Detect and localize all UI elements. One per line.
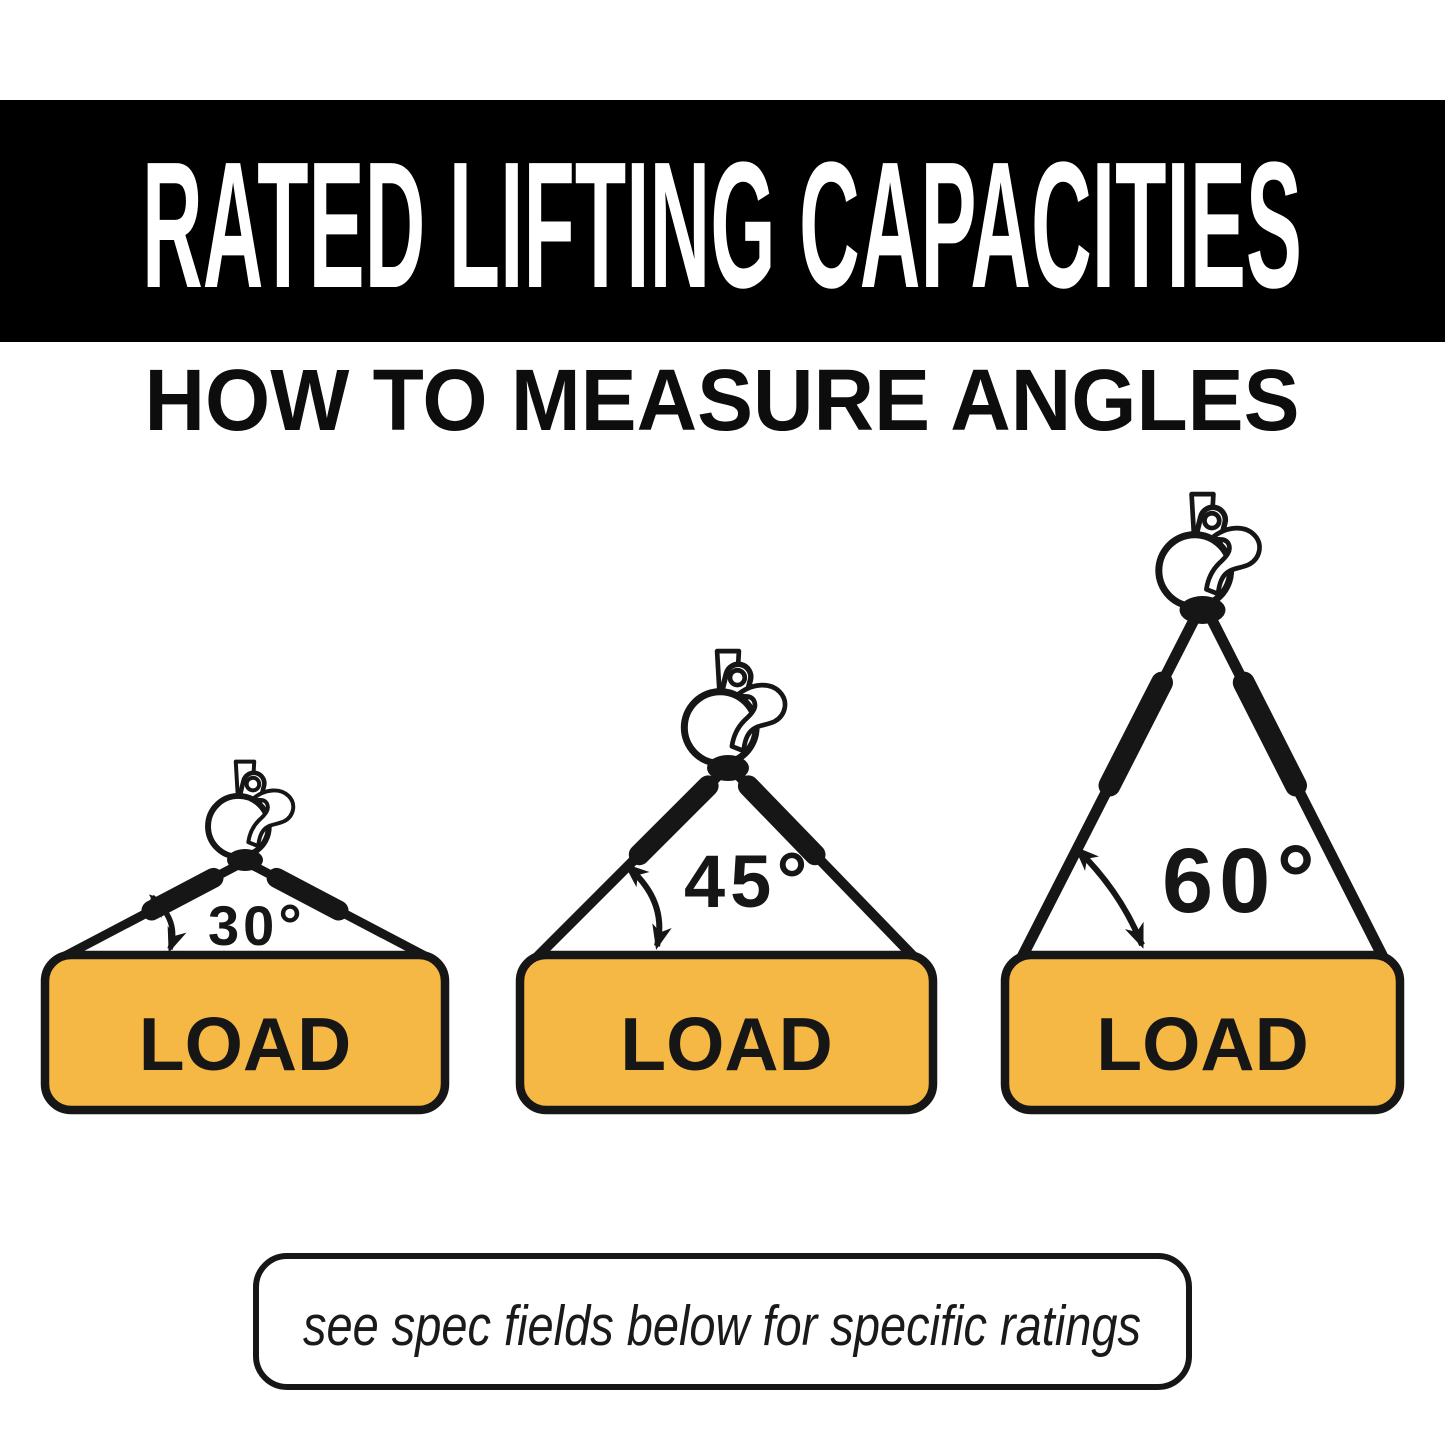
diagram-30deg: 30° LOAD <box>40 762 450 1115</box>
degree-symbol: ° <box>1276 826 1321 933</box>
load-label: LOAD <box>620 1002 832 1086</box>
angle-arc-arrow <box>623 863 672 950</box>
load-box <box>1000 950 1405 1115</box>
sling-splice-left <box>1098 671 1173 797</box>
diagram-45deg: 45° LOAD <box>515 651 938 1115</box>
banner: RATED LIFTING CAPACITIES <box>0 100 1445 342</box>
sling-eye <box>1179 596 1226 624</box>
degree-symbol: ° <box>278 893 306 958</box>
sling-splice-right <box>266 867 349 921</box>
angle-arc-arrow <box>148 894 187 953</box>
crane-hook-icon <box>1159 494 1260 606</box>
load-label: LOAD <box>1096 1002 1308 1086</box>
load-label: LOAD <box>139 1002 351 1086</box>
load-box <box>515 950 938 1115</box>
angle-label: 45° <box>684 838 812 924</box>
subtitle-wrap: HOW TO MEASURE ANGLES <box>0 348 1445 449</box>
sling-splice-right <box>1232 671 1307 797</box>
angle-label: 30° <box>208 893 306 958</box>
sling-eye <box>707 755 749 781</box>
banner-canvas: RATED LIFTING CAPACITIES <box>142 125 1302 326</box>
footnote-box: see spec fields below for specific ratin… <box>253 1253 1192 1390</box>
diagrams-canvas: 30° LOAD 45° LOAD 60° LOAD <box>40 440 1405 1115</box>
page-title: RATED LIFTING CAPACITIES <box>142 125 1302 326</box>
angle-arc-arrow <box>1074 846 1145 949</box>
load-box <box>40 950 450 1115</box>
sling-eye <box>227 849 263 871</box>
crane-hook-icon <box>684 651 785 763</box>
subtitle-canvas: HOW TO MEASURE ANGLES <box>145 352 1300 449</box>
diagrams-section: 30° LOAD 45° LOAD 60° LOAD <box>0 440 1445 1200</box>
diagram-60deg: 60° LOAD <box>1000 494 1405 1115</box>
footnote-text: see spec fields below for specific ratin… <box>303 1294 1141 1358</box>
crane-hook-icon <box>208 762 293 857</box>
footnote-canvas: see spec fields below for specific ratin… <box>303 1294 1141 1358</box>
sling-splice-right <box>737 775 826 866</box>
sling-splice-left <box>628 775 719 866</box>
angle-label: 60° <box>1162 826 1321 933</box>
degree-symbol: ° <box>776 838 812 924</box>
subtitle: HOW TO MEASURE ANGLES <box>145 352 1300 448</box>
